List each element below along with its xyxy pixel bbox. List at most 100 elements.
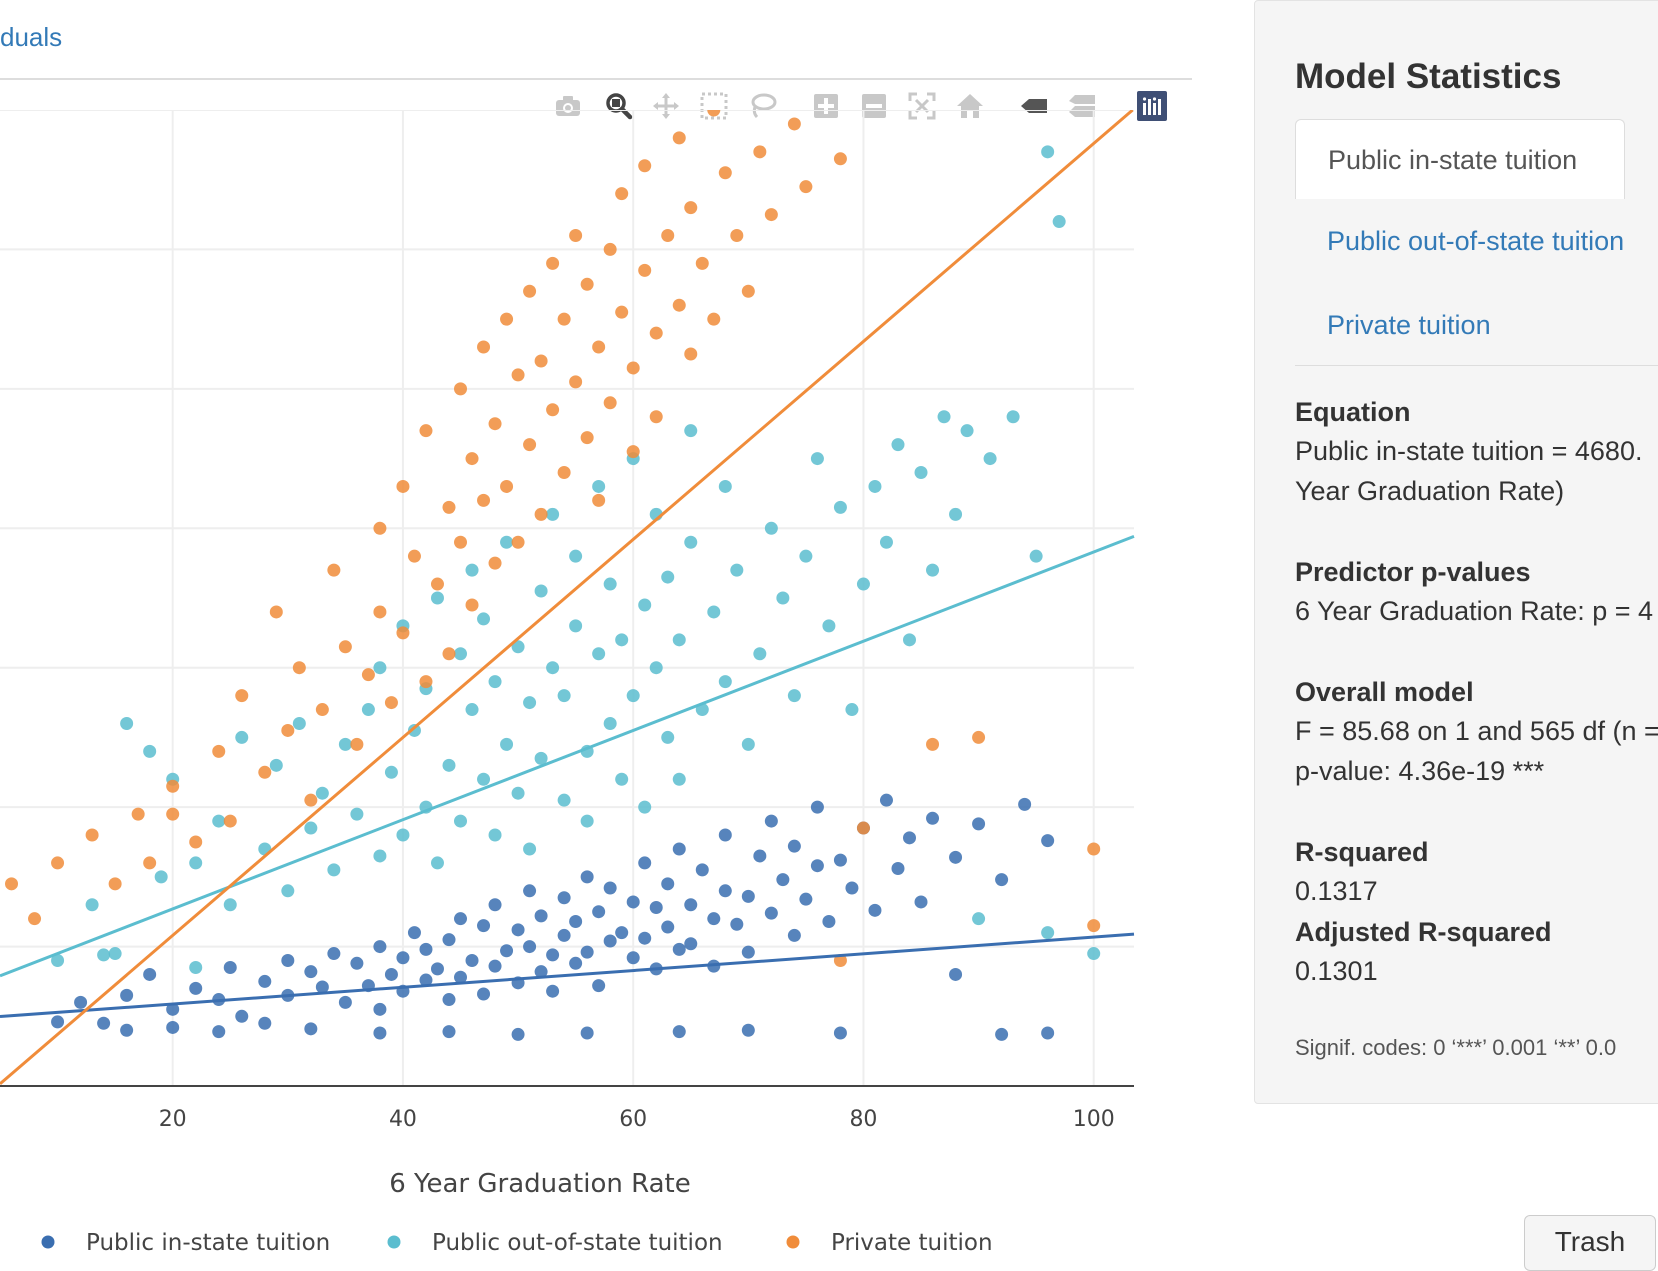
pan-icon[interactable] [648,88,684,124]
scatter-point-series-2 [442,500,456,514]
zoom-in-icon[interactable] [808,88,844,124]
scatter-point-series-1 [488,828,502,842]
scatter-point-series-0 [488,959,502,973]
scatter-point-series-0 [718,828,732,842]
scatter-point-series-2 [511,368,525,382]
scatter-point-series-0 [396,951,410,965]
scatter-point-series-0 [695,863,709,877]
zoom-out-icon[interactable] [856,88,892,124]
scatter-point-series-0 [1041,1026,1055,1040]
legend-item-series-1[interactable]: Public out-of-state tuition [387,1230,723,1256]
scatter-plot[interactable]: 20 40 60 80 100 6 Year Graduation Rate Publi… [0,110,1200,1265]
scatter-point-series-1 [891,438,905,452]
scatter-point-series-1 [546,507,560,521]
legend-marker [786,1235,800,1249]
scatter-point-series-0 [730,917,744,931]
scatter-point-series-2 [684,201,698,215]
scatter-point-series-2 [730,228,744,242]
scatter-point-series-2 [926,737,940,751]
scatter-point-series-1 [569,549,583,563]
scatter-point-series-2 [373,521,387,535]
scatter-point-series-0 [615,926,629,940]
scatter-point-series-2 [833,954,847,968]
equation-line-1: Public in-state tuition = 4680. [1295,436,1643,466]
pill-public-in-state[interactable]: Public in-state tuition [1295,119,1625,199]
legend-item-series-0[interactable]: Public in-state tuition [41,1230,331,1256]
scatter-point-series-0 [580,945,594,959]
scatter-point-series-0 [454,970,468,984]
scatter-point-series-2 [500,312,514,326]
scatter-point-series-0 [546,948,560,962]
scatter-point-series-0 [926,811,940,825]
tab-divider [0,78,1192,80]
scatter-point-series-2 [407,549,421,563]
scatter-point-series-0 [419,942,433,956]
scatter-point-series-2 [488,556,502,570]
pill-private[interactable]: Private tuition [1327,310,1491,340]
scatter-point-series-1 [430,591,444,605]
scatter-point-series-1 [672,772,686,786]
scatter-point-series-0 [442,993,456,1007]
scatter-point-series-1 [557,793,571,807]
scatter-point-series-2 [85,828,99,842]
scatter-point-series-0 [281,954,295,968]
scatter-point-series-1 [949,507,963,521]
scatter-point-series-1 [85,898,99,912]
scatter-point-series-1 [972,912,986,926]
signif-codes: Signif. codes: 0 ‘***’ 0.001 ‘**’ 0.0 [1295,1035,1617,1060]
trash-button[interactable]: Trash [1524,1215,1656,1271]
scatter-point-series-1 [292,716,306,730]
scatter-point-series-1 [1041,926,1055,940]
scatter-point-series-1 [407,723,421,737]
scatter-point-series-0 [972,817,986,831]
scatter-point-series-0 [833,853,847,867]
scatter-point-series-2 [695,256,709,270]
scatter-point-series-1 [845,703,859,717]
scatter-point-series-0 [845,881,859,895]
adj-r-squared-heading: Adjusted R-squared [1295,917,1552,947]
scatter-point-series-2 [833,152,847,166]
scatter-point-series-0 [672,1025,686,1039]
scatter-point-series-0 [580,870,594,884]
scatter-point-series-2 [661,228,675,242]
scatter-point-series-1 [477,772,491,786]
compare-hover-icon[interactable] [1064,88,1100,124]
legend-item-series-2[interactable]: Private tuition [786,1230,993,1256]
scatter-point-series-2 [212,744,226,758]
scatter-point-series-0 [143,967,157,981]
scatter-point-series-0 [638,931,652,945]
lasso-select-icon[interactable] [744,88,780,124]
scatter-point-series-1 [361,703,375,717]
scatter-point-series-1 [707,605,721,619]
scatter-point-series-1 [373,849,387,863]
scatter-point-series-2 [235,689,249,703]
scatter-point-series-1 [580,814,594,828]
scatter-point-series-0 [718,884,732,898]
scatter-point-series-1 [776,591,790,605]
plotly-logo-icon[interactable] [1134,88,1170,124]
fit-line-series-2 [0,110,1134,1086]
scatter-point-series-0 [626,895,640,909]
reset-axes-icon[interactable] [952,88,988,124]
scatter-point-series-0 [350,956,364,970]
scatter-point-series-2 [546,256,560,270]
scatter-point-series-2 [454,382,468,396]
scatter-point-series-0 [557,928,571,942]
scatter-point-series-1 [154,870,168,884]
scatter-point-series-2 [569,228,583,242]
scatter-point-series-0 [995,873,1009,887]
scatter-point-series-0 [454,912,468,926]
scatter-point-series-0 [465,954,479,968]
scatter-point-series-2 [546,403,560,417]
scatter-point-series-0 [511,923,525,937]
scatter-point-series-1 [960,424,974,438]
scatter-point-series-2 [557,312,571,326]
scatter-point-series-2 [292,661,306,675]
scatter-point-series-1 [189,856,203,870]
scatter-point-series-0 [592,905,606,919]
scatter-point-series-0 [258,1016,272,1030]
pill-public-out-of-state[interactable]: Public out-of-state tuition [1327,226,1625,256]
scatter-point-series-0 [373,1026,387,1040]
box-select-icon[interactable] [696,88,732,124]
tab-partial-residuals[interactable]: duals [0,22,63,52]
